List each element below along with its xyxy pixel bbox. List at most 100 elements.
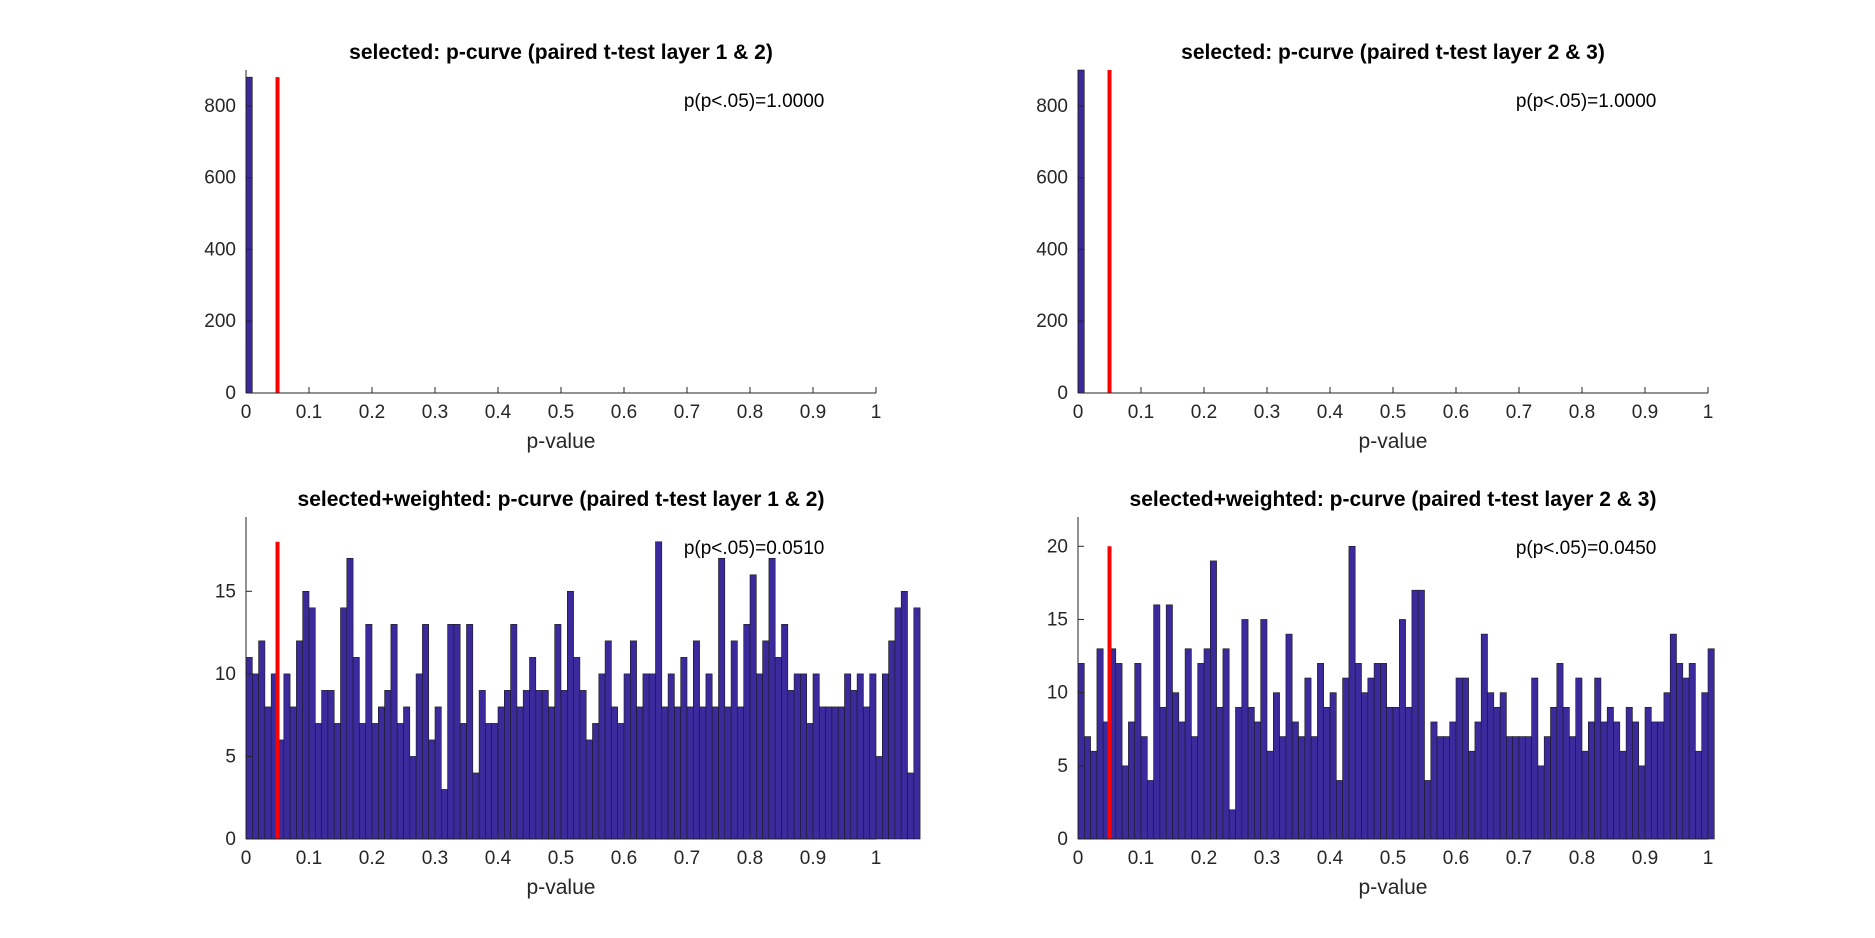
x-tick-label: 0.3 [422,848,448,869]
y-tick-label: 5 [225,746,236,767]
histogram-bar [825,706,833,840]
axes [245,70,877,394]
histogram-bar [1581,750,1589,840]
histogram-bar [781,624,789,840]
x-tick-label: 1 [1703,848,1714,869]
x-tick-label: 0.8 [1569,848,1595,869]
bar-series [245,76,253,394]
chart-title: selected+weighted: p-curve (paired t-tes… [298,488,825,511]
y-tick-label: 20 [1047,536,1068,557]
histogram-bar [1518,736,1526,840]
x-tick-label: 1 [871,402,882,423]
axes [1077,517,1709,840]
histogram-bar [730,640,738,840]
x-tick-label: 0.1 [1128,848,1154,869]
y-tick-label: 600 [204,168,236,189]
histogram-bar [352,657,360,840]
histogram-bar [831,706,839,840]
histogram-bar [1657,721,1665,840]
histogram-bar [907,772,915,840]
histogram-bar [1588,721,1595,840]
histogram-bar [1115,663,1123,840]
histogram-bar [1077,663,1085,840]
histogram-bar [1556,663,1564,840]
x-tick-label: 0 [241,402,252,423]
x-tick-label: 0.3 [1254,402,1280,423]
histogram-bar [598,673,606,840]
histogram-bar [308,607,316,840]
x-tick-label: 0.5 [548,848,574,869]
histogram-bar [522,690,530,840]
histogram-bar [1386,706,1394,840]
histogram-bar [1197,663,1205,840]
histogram-bar [1184,648,1192,840]
histogram-bar [1084,736,1091,840]
y-tick-label: 400 [1036,239,1068,260]
y-tick-label: 15 [215,581,236,602]
x-tick-label: 0.6 [1443,848,1469,869]
y-tick-label: 10 [1047,683,1068,704]
y-tick-label: 600 [1036,168,1068,189]
histogram-bar [1077,69,1085,394]
histogram-bar [604,640,612,840]
histogram-bar [1121,765,1129,840]
histogram-bar [1134,663,1142,840]
histogram-bar [1462,677,1469,840]
histogram-bar [1512,736,1520,840]
histogram-bar [749,574,757,840]
histogram-bar [888,640,896,840]
x-tick-label: 0.4 [1317,402,1344,423]
histogram-bar [390,624,398,840]
significance-annotation: p(p<.05)=1.0000 [684,91,825,112]
histogram-bar [724,706,732,840]
x-tick-label: 0.5 [548,402,574,423]
x-tick-label: 0.6 [611,848,637,869]
histogram-bar [818,706,826,840]
histogram-bar [560,690,568,840]
x-tick-label: 0.4 [485,848,512,869]
histogram-bar [1575,677,1583,840]
histogram-bar [774,657,782,840]
histogram-bar [629,640,637,840]
x-tick-label: 0.1 [296,848,322,869]
histogram-bar [1392,706,1400,840]
histogram-bar [793,673,801,840]
histogram-bar [497,706,505,840]
histogram-bar [856,673,864,840]
histogram-bar [1228,809,1236,840]
histogram-bar [579,690,587,840]
histogram-bar [377,706,385,840]
chart-title: selected: p-curve (paired t-test layer 1… [349,41,773,64]
histogram-bar [894,607,902,840]
x-tick-label: 0.6 [611,402,637,423]
histogram-bar [642,673,650,840]
histogram-bar [1632,721,1640,840]
histogram-bar [403,706,411,840]
y-tick-labels: 0 5 10 15 [215,581,236,850]
histogram-bar [340,607,348,840]
histogram-bar [541,690,549,840]
histogram-bar [1310,736,1318,840]
histogram-bar [516,706,524,840]
histogram-bar [1380,663,1388,840]
histogram-bar [1625,706,1633,840]
x-tick-label: 0.1 [296,402,322,423]
y-tick-label: 5 [1057,756,1068,777]
x-tick-label: 0.9 [1632,848,1658,869]
histogram-bar [1254,721,1262,840]
histogram-bar [655,541,663,840]
x-tick-label: 0 [1073,848,1084,869]
histogram-bar [1172,692,1180,840]
histogram-bar [768,557,776,840]
y-tick-label: 0 [225,829,236,850]
histogram-bar [762,640,770,840]
histogram-bar [705,673,713,840]
histogram-bar [302,591,310,840]
x-tick-label: 0.2 [1191,402,1217,423]
bar-series [1077,545,1715,840]
histogram-bar [1096,648,1104,840]
histogram-bar [510,624,518,840]
histogram-bar [264,706,272,840]
histogram-bar [428,739,436,840]
histogram-bar [1443,736,1451,840]
